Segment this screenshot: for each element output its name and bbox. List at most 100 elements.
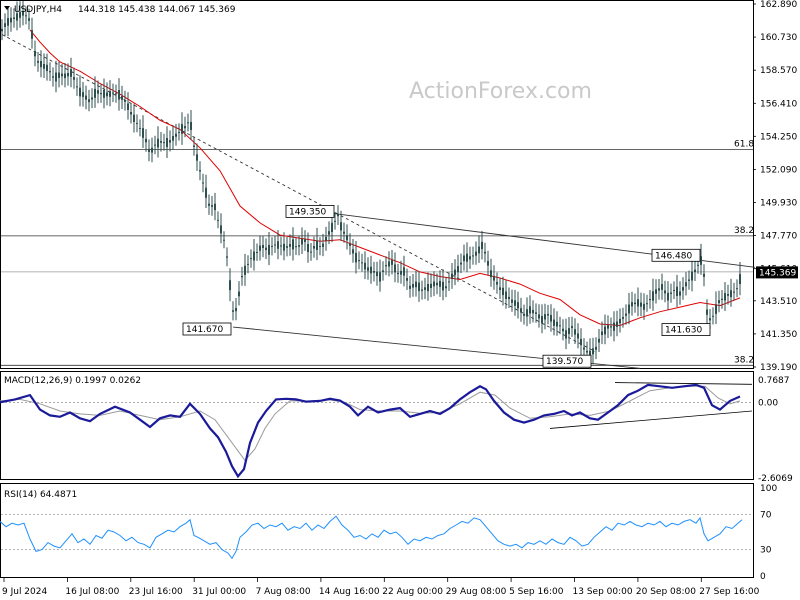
price-bar-body — [355, 252, 357, 263]
price-bar-body — [94, 88, 96, 98]
price-bar-body — [544, 314, 546, 320]
price-bar-body — [688, 279, 690, 281]
price-bar-body — [85, 95, 87, 100]
price-bar-body — [40, 61, 42, 68]
price-bar-body — [13, 17, 15, 19]
price-y-tick-label: 139.190 — [760, 363, 797, 373]
price-bar-body — [244, 265, 246, 275]
fib-level-label: 61.8 — [734, 139, 754, 149]
price-bar-body — [583, 347, 585, 350]
price-bar-body — [424, 287, 426, 290]
price-annotation: 139.570 — [542, 354, 592, 368]
price-bar-body — [520, 308, 522, 313]
annotation-text: 139.570 — [546, 357, 583, 367]
price-bar-body — [478, 246, 480, 254]
watermark: ActionForex.com — [409, 79, 592, 104]
price-bar-body — [178, 131, 180, 133]
price-bar-body — [670, 292, 672, 294]
price-bar-body — [112, 92, 114, 94]
price-bar-body — [550, 315, 552, 322]
price-bar-body — [634, 302, 636, 305]
price-bar-body — [19, 11, 21, 18]
rsi-y-tick-label: 100 — [760, 484, 777, 494]
price-bar-body — [517, 302, 519, 309]
price-bar-body — [373, 271, 375, 273]
price-bar-body — [211, 205, 213, 207]
price-bar-body — [739, 274, 741, 285]
price-bar-body — [457, 266, 459, 273]
price-bar-body — [475, 251, 477, 256]
x-tick-label: 5 Sep 16:00 — [509, 587, 564, 597]
price-bar-body — [256, 252, 258, 253]
price-bar-body — [445, 286, 447, 289]
macd-line — [0, 383, 741, 479]
price-y-tick-label: 141.350 — [760, 330, 797, 340]
price-bar-body — [481, 241, 483, 250]
price-bar-body — [223, 239, 225, 241]
price-bar-body — [82, 92, 84, 97]
price-layer: 61.8 38.2 38.2 149.350 141.670 139.570 146.480… — [1, 0, 756, 370]
price-bar-body — [640, 302, 642, 307]
price-annotation: 141.630 — [661, 323, 711, 337]
price-bar-body — [430, 283, 432, 288]
price-bar-body — [139, 127, 141, 129]
price-bar-body — [496, 281, 498, 285]
price-bar-body — [49, 71, 51, 73]
macd-panel-frame — [0, 371, 754, 480]
price-bar-body — [169, 140, 171, 143]
annotation-box — [285, 204, 335, 218]
price-bar-body — [610, 326, 612, 328]
price-bar-body — [340, 222, 342, 231]
price-bar-body — [370, 266, 372, 274]
price-bar-body — [217, 219, 219, 221]
price-bar-body — [691, 271, 693, 281]
annotation-text: 141.670 — [186, 325, 223, 335]
price-bar-body — [175, 133, 177, 137]
annotation-text: 141.630 — [665, 326, 702, 336]
price-bar-body — [247, 263, 249, 265]
price-bar-body — [106, 92, 108, 97]
price-bar-body — [613, 322, 615, 331]
price-bar-body — [67, 73, 69, 77]
fib-level-label: 38.2 — [734, 355, 754, 365]
price-bar-body — [601, 331, 603, 335]
dropdown-arrow-icon[interactable] — [4, 6, 10, 10]
price-bar-body — [685, 282, 687, 287]
rsi-layer — [0, 514, 753, 560]
rsi-y-tick-label: 0 — [760, 572, 766, 582]
price-bar-body — [205, 187, 207, 198]
price-y-tick-label: 154.250 — [760, 132, 797, 142]
price-bar-body — [523, 313, 525, 316]
price-bar-body — [541, 316, 543, 324]
price-bar-body — [376, 271, 378, 277]
price-bar-body — [493, 275, 495, 281]
price-bar-body — [598, 338, 600, 343]
rsi-label: RSI(14) 64.4871 — [4, 490, 77, 500]
price-bar-body — [559, 325, 561, 327]
price-bar-body — [487, 260, 489, 266]
price-bar-body — [511, 299, 513, 303]
price-bar-body — [574, 329, 576, 335]
price-bar-body — [10, 17, 12, 23]
price-bar-body — [121, 96, 123, 100]
price-bar-body — [400, 270, 402, 275]
macd-trend-line — [549, 410, 753, 429]
price-y-tick-label: 143.510 — [760, 297, 797, 307]
price-bar-body — [604, 326, 606, 335]
price-bar-body — [229, 280, 231, 291]
price-bar-body — [250, 258, 252, 260]
price-bar-body — [166, 138, 168, 148]
price-bar-body — [562, 328, 564, 332]
x-tick-label: 27 Sep 16:00 — [699, 587, 759, 597]
price-bar-body — [646, 303, 648, 305]
price-bar-body — [526, 309, 528, 317]
price-bar-body — [673, 290, 675, 291]
price-bar-body — [676, 286, 678, 296]
price-bar-body — [70, 69, 72, 77]
price-bar-body — [571, 326, 573, 329]
price-bar-body — [433, 281, 435, 287]
price-bar-body — [22, 11, 24, 16]
price-bar-body — [388, 261, 390, 267]
price-bar-body — [361, 262, 363, 264]
price-bar-body — [157, 138, 159, 148]
